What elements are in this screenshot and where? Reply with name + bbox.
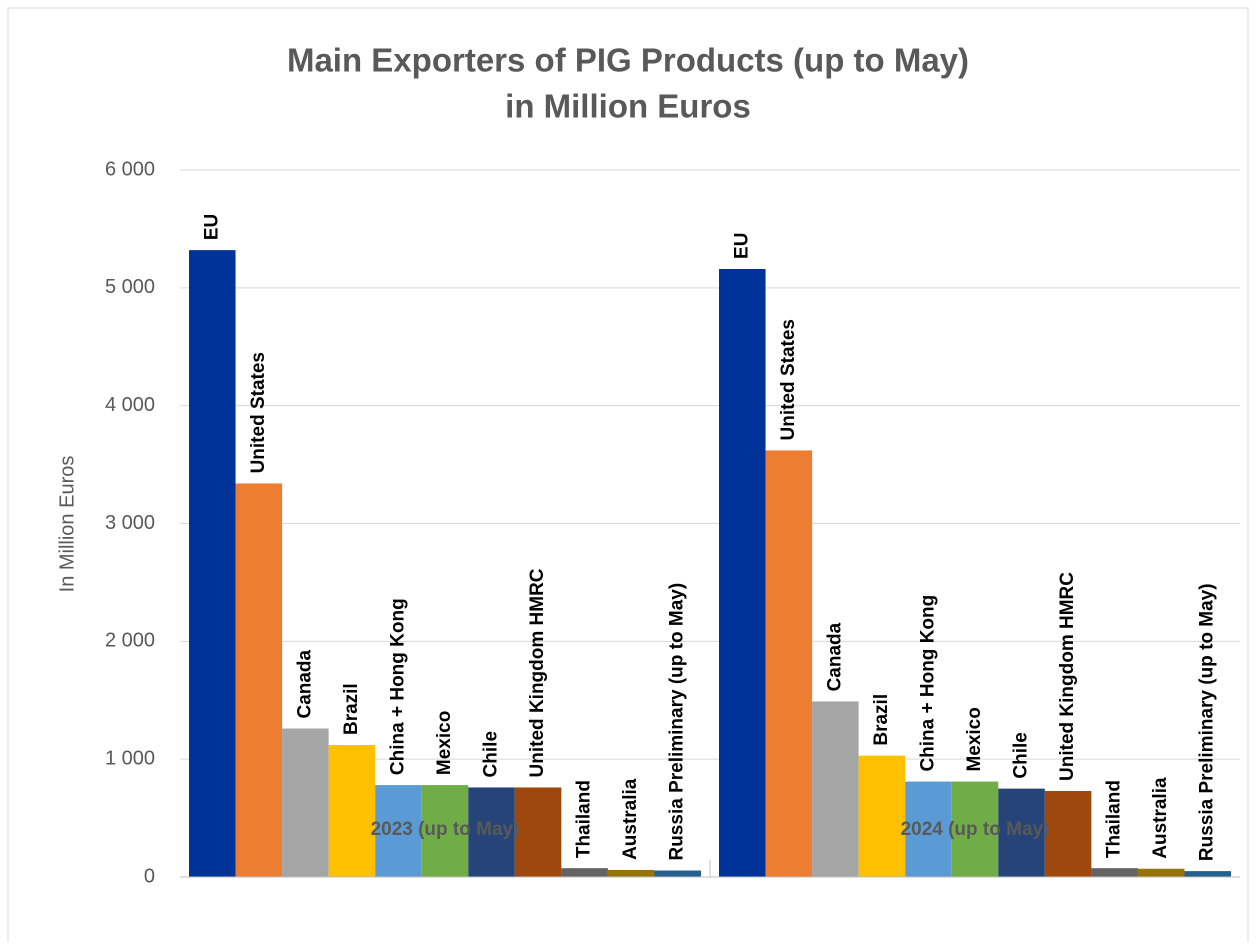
chart-title: Main Exporters of PIG Products (up to Ma…	[287, 42, 969, 79]
bar	[607, 869, 655, 877]
y-tick-label: 1 000	[105, 747, 155, 769]
series-label: Russia Preliminary (up to May)	[1197, 583, 1218, 861]
bar	[654, 870, 701, 877]
series-label: Russia Preliminary (up to May)	[667, 583, 688, 861]
series-label: Thailand	[1104, 780, 1125, 858]
series-label: EU	[201, 214, 222, 240]
bar	[235, 483, 283, 877]
series-label: China + Hong Kong	[387, 598, 408, 775]
series-label: China + Hong Kong	[917, 595, 938, 772]
series-label: Brazil	[871, 694, 892, 746]
series-label: Brazil	[341, 683, 362, 735]
bar	[951, 781, 999, 877]
series-label: Mexico	[964, 707, 985, 771]
series-label: United States	[778, 319, 799, 440]
y-tick-label: 5 000	[105, 276, 155, 298]
series-label: Canada	[294, 649, 315, 718]
bar	[189, 250, 236, 878]
bar	[998, 788, 1045, 877]
bar	[1091, 868, 1138, 877]
bar	[765, 450, 813, 877]
series-label: Australia	[1150, 777, 1171, 859]
bar	[719, 268, 766, 878]
bar	[812, 701, 859, 877]
bar	[905, 781, 952, 877]
series-label: United States	[248, 352, 269, 473]
y-tick-label: 0	[144, 865, 155, 887]
series-label: Canada	[824, 622, 845, 691]
series-label: Mexico	[434, 711, 455, 775]
bar	[1044, 790, 1092, 877]
series-label: United Kingdom HMRC	[527, 568, 548, 777]
bar	[1184, 871, 1231, 877]
bar	[858, 755, 906, 877]
bar	[1137, 868, 1185, 877]
series-label: Chile	[481, 731, 502, 777]
bar	[561, 868, 608, 877]
bar	[282, 728, 329, 877]
series-label: EU	[731, 233, 752, 259]
bar	[375, 785, 422, 877]
bar	[514, 787, 562, 877]
y-tick-label: 2 000	[105, 630, 155, 652]
y-axis-title: In Million Euros	[56, 456, 78, 593]
bar	[468, 787, 515, 877]
y-tick-label: 3 000	[105, 512, 155, 534]
series-label: United Kingdom HMRC	[1057, 572, 1078, 781]
x-tick-label: 2024 (up to May)	[901, 819, 1050, 840]
y-tick-label: 6 000	[105, 158, 155, 180]
chart-title: in Million Euros	[505, 88, 751, 125]
series-label: Chile	[1011, 732, 1032, 778]
series-label: Australia	[620, 778, 641, 860]
y-tick-label: 4 000	[105, 394, 155, 416]
bar	[421, 785, 469, 877]
series-label: Thailand	[574, 780, 595, 858]
bar	[328, 745, 376, 877]
x-tick-label: 2023 (up to May)	[371, 819, 520, 840]
